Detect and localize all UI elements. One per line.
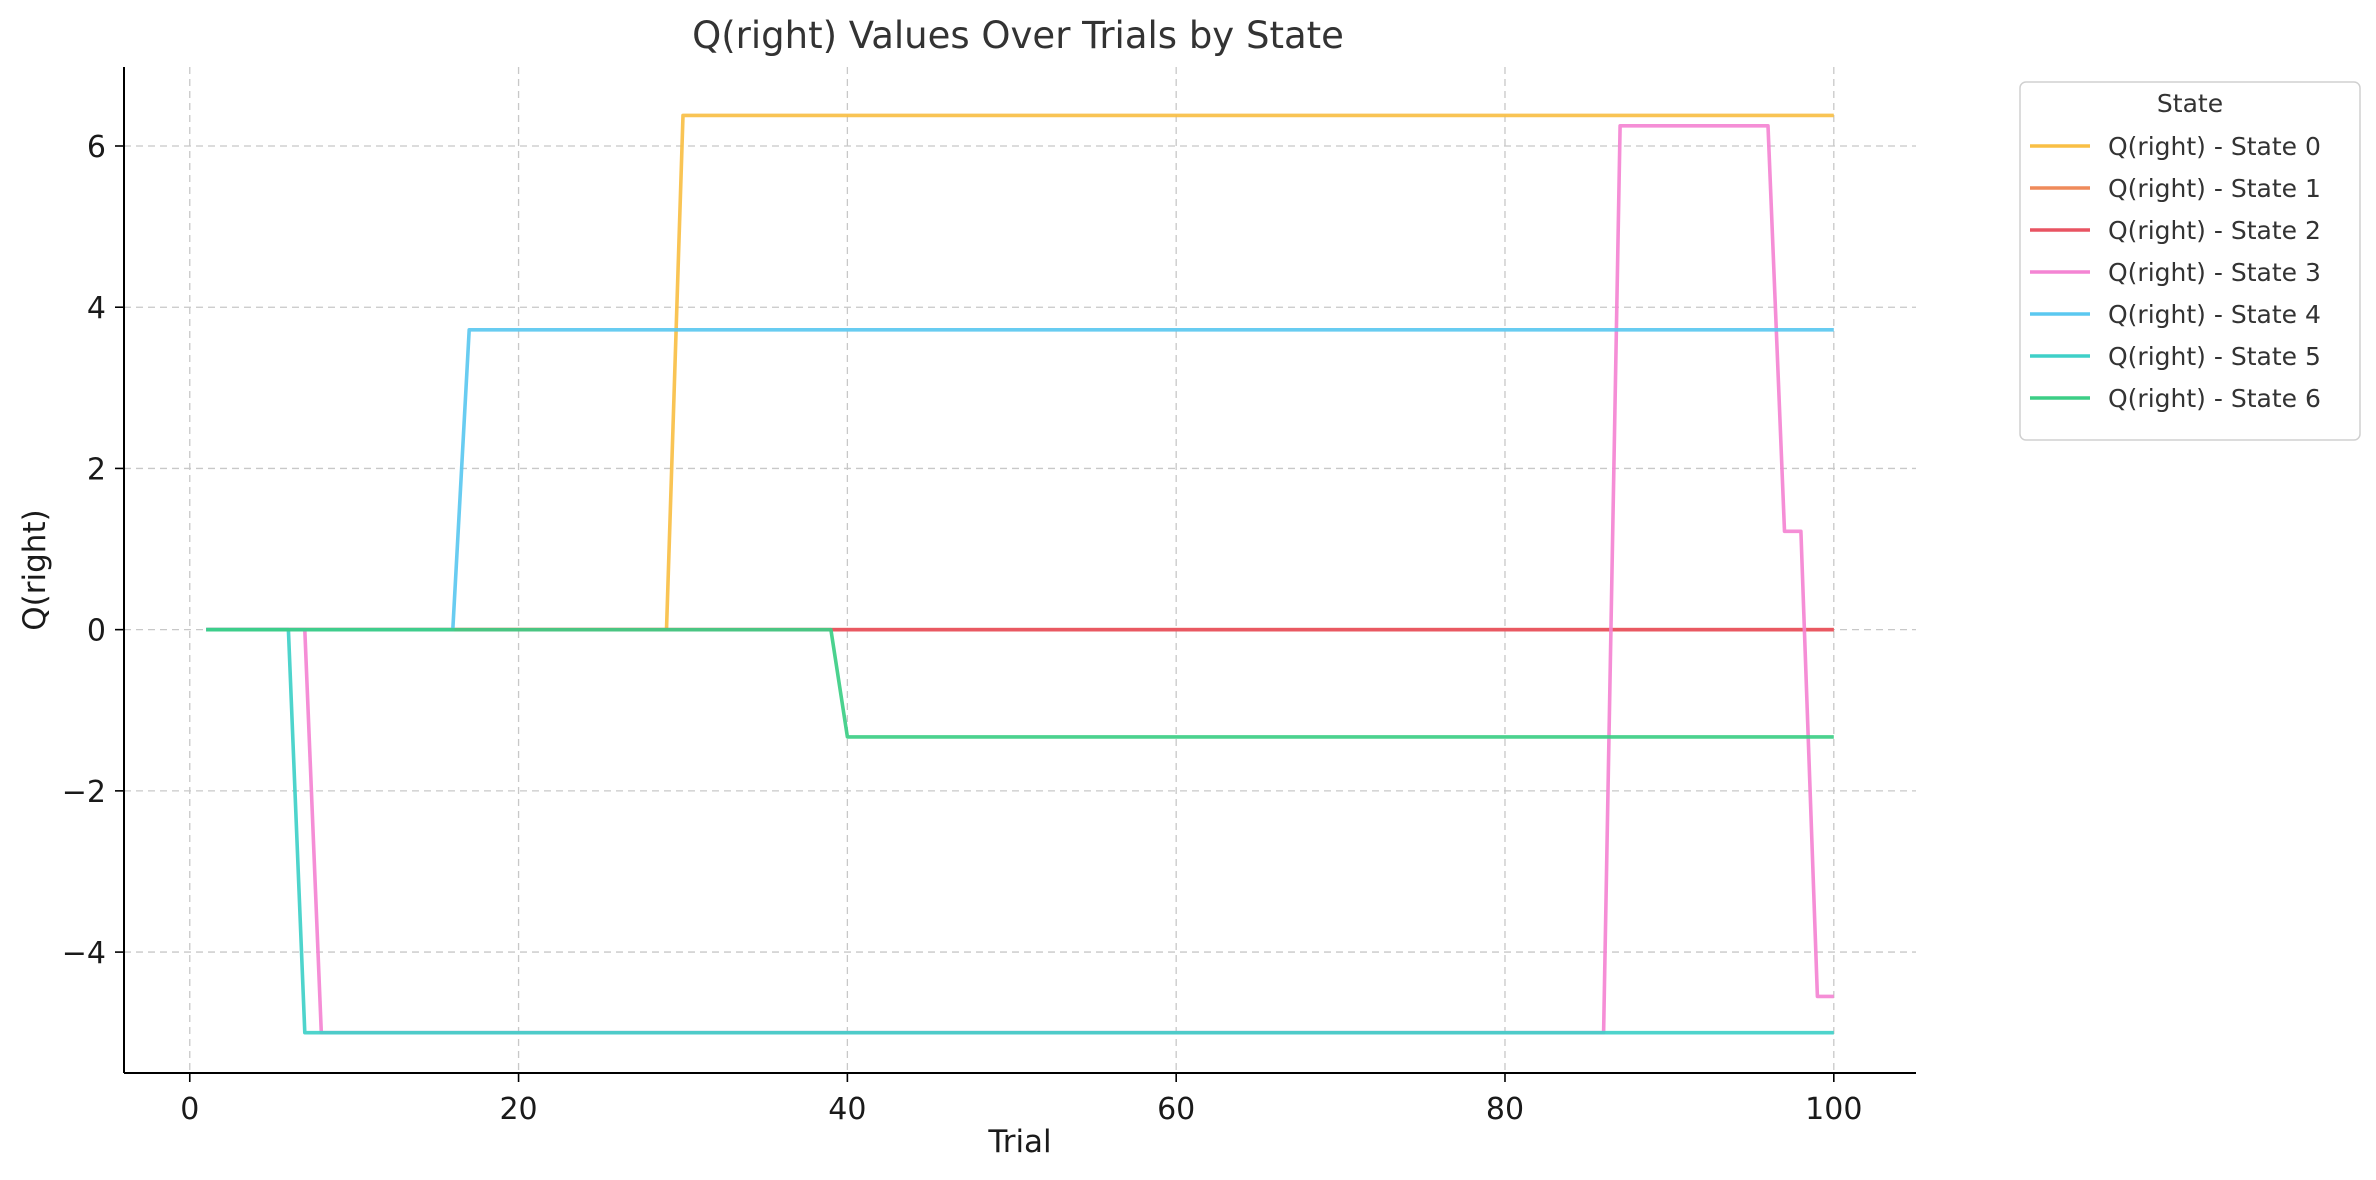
legend-label-state-5: Q(right) - State 5 bbox=[2108, 342, 2321, 371]
y-tick-label: 6 bbox=[87, 130, 106, 165]
legend-title: State bbox=[2157, 89, 2223, 118]
legend-label-state-0: Q(right) - State 0 bbox=[2108, 132, 2321, 161]
y-axis-label: Q(right) bbox=[17, 509, 53, 630]
series-line-state-4 bbox=[206, 327, 1834, 632]
x-tick-label: 100 bbox=[1805, 1092, 1862, 1127]
legend-label-state-4: Q(right) - State 4 bbox=[2108, 300, 2321, 329]
y-tick-label: −4 bbox=[62, 936, 106, 971]
y-tick-label: 4 bbox=[87, 291, 106, 326]
x-tick-label: 20 bbox=[499, 1092, 537, 1127]
x-tick-label: 0 bbox=[180, 1092, 199, 1127]
x-axis-label: Trial bbox=[987, 1124, 1051, 1160]
legend-label-state-3: Q(right) - State 3 bbox=[2108, 258, 2321, 287]
legend-label-state-1: Q(right) - State 1 bbox=[2108, 174, 2321, 203]
series-line-state-0 bbox=[206, 113, 1834, 632]
chart-title: Q(right) Values Over Trials by State bbox=[692, 14, 1344, 57]
legend-label-state-6: Q(right) - State 6 bbox=[2108, 384, 2321, 413]
legend-label-state-2: Q(right) - State 2 bbox=[2108, 216, 2321, 245]
series-line-state-3 bbox=[206, 124, 1834, 1035]
y-tick-label: −2 bbox=[62, 775, 106, 810]
y-tick-label: 0 bbox=[87, 614, 106, 649]
y-tick-label: 2 bbox=[87, 452, 106, 487]
x-tick-label: 60 bbox=[1157, 1092, 1195, 1127]
series-line-state-6 bbox=[206, 627, 1834, 739]
series-line-state-5 bbox=[206, 627, 1834, 1035]
legend-items: Q(right) - State 0 Q(right) - State 1 Q(ri… bbox=[2030, 132, 2321, 413]
series-lines bbox=[206, 113, 1834, 1035]
grid bbox=[124, 67, 1916, 1073]
x-tick-label: 40 bbox=[828, 1092, 866, 1127]
legend: State Q(right) - State 0Q(right) - State… bbox=[2019, 81, 2361, 441]
legend-box bbox=[2019, 81, 2361, 441]
x-tick-label: 80 bbox=[1486, 1092, 1524, 1127]
axes bbox=[123, 67, 1916, 1074]
